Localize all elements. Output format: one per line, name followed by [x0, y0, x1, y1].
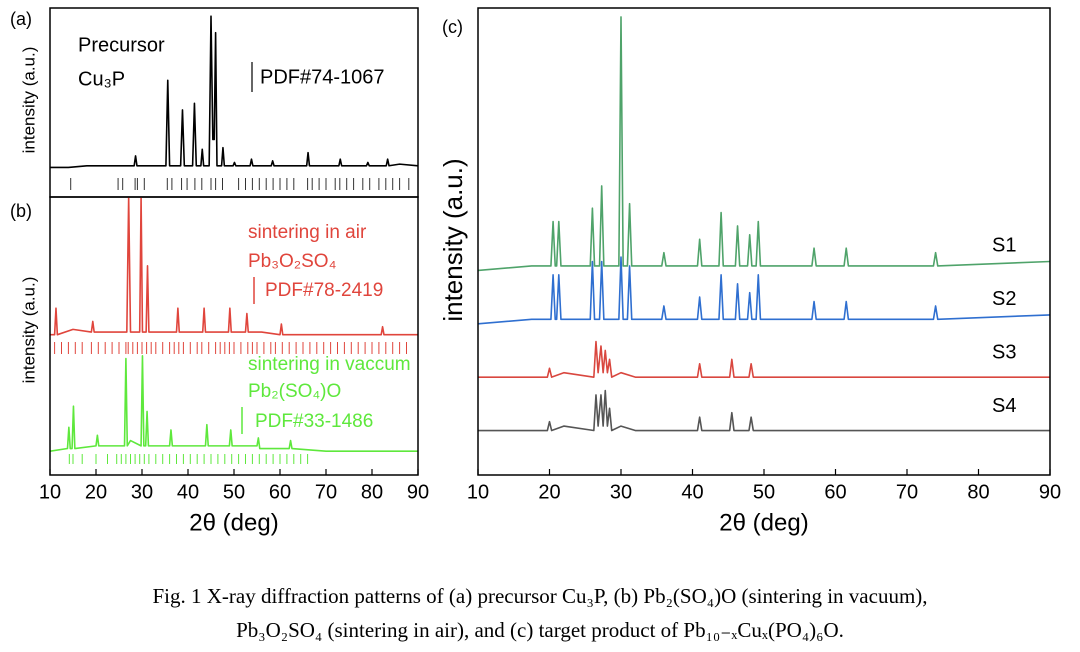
annotation: Cu₃P — [78, 68, 125, 90]
pattern-line — [478, 389, 1050, 432]
y-axis-label: intensity (a.u.) — [19, 277, 38, 384]
x-tick-label: 40 — [681, 481, 703, 503]
annotation: sintering in air — [248, 222, 367, 243]
x-axis-label: 2θ (deg) — [189, 509, 278, 536]
series-label: S2 — [992, 288, 1016, 310]
x-tick-label: 90 — [1039, 481, 1061, 503]
pattern-line — [50, 15, 418, 169]
series-label: S4 — [992, 395, 1016, 417]
x-tick-label: 20 — [538, 481, 560, 503]
annotation: Precursor — [78, 34, 165, 56]
annotation: Pb₂(SO₄)O — [248, 381, 341, 402]
x-tick-label: 80 — [361, 481, 383, 503]
caption-line: Fig. 1 X-ray diffraction patterns of (a)… — [152, 584, 927, 608]
pattern-line — [50, 355, 418, 452]
x-tick-label: 40 — [177, 481, 199, 503]
x-tick-label: 50 — [223, 481, 245, 503]
annotation: sintering in vaccum — [248, 354, 411, 375]
annotation: PDF#33-1486 — [255, 411, 373, 432]
x-tick-label: 30 — [610, 481, 632, 503]
x-tick-label: 80 — [967, 481, 989, 503]
annotation: PDF#78-2419 — [265, 280, 383, 301]
pattern-line — [478, 340, 1050, 378]
panel-label: (c) — [442, 17, 463, 37]
x-tick-label: 60 — [824, 481, 846, 503]
x-tick-label: 90 — [407, 481, 429, 503]
panel-label: (b) — [10, 201, 32, 221]
annotation: PDF#74-1067 — [260, 66, 385, 88]
annotation: Pb₃O₂SO₄ — [248, 251, 337, 272]
series-label: S1 — [992, 235, 1016, 257]
x-tick-label: 30 — [131, 481, 153, 503]
x-tick-label: 60 — [269, 481, 291, 503]
x-tick-label: 70 — [315, 481, 337, 503]
pattern-line — [478, 16, 1050, 272]
panel-label: (a) — [10, 9, 32, 29]
axes-frame — [477, 7, 1051, 476]
x-tick-label: 70 — [896, 481, 918, 503]
x-tick-label: 10 — [39, 481, 61, 503]
series-label: S3 — [992, 341, 1016, 363]
x-tick-label: 10 — [467, 481, 489, 503]
caption-line: Pb₃O₂SO₄ (sintering in air), and (c) tar… — [236, 618, 844, 642]
x-tick-label: 20 — [85, 481, 107, 503]
y-axis-label: intensity (a.u.) — [438, 158, 468, 321]
pattern-line — [50, 197, 418, 336]
x-tick-label: 50 — [753, 481, 775, 503]
pattern-line — [478, 256, 1050, 325]
x-axis-label: 2θ (deg) — [719, 509, 808, 536]
y-axis-label: intensity (a.u.) — [19, 47, 38, 154]
